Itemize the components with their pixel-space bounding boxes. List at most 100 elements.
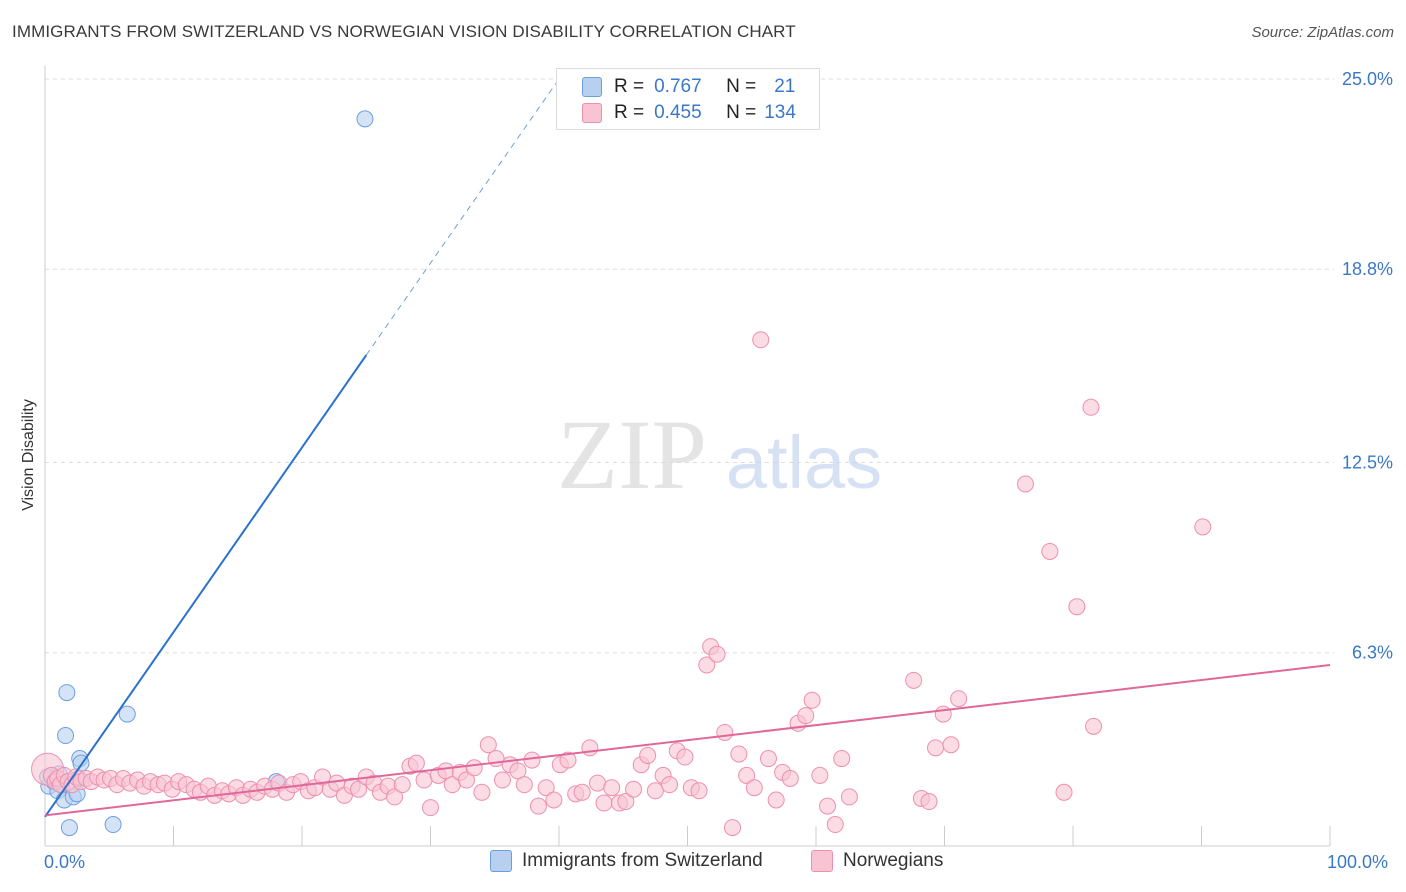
point-norwegians: [690, 782, 708, 800]
correlation-stats-box: R = 0.767 N = 21 R = 0.455 N = 134: [556, 68, 820, 130]
point-norwegians: [523, 751, 541, 769]
pink-swatch: [582, 103, 602, 123]
point-norwegians: [942, 736, 960, 754]
point-norwegians: [698, 656, 716, 674]
point-norwegians: [479, 736, 497, 754]
point-norwegians: [676, 748, 694, 766]
point-switzerland: [118, 705, 136, 723]
point-norwegians: [1082, 398, 1100, 416]
point-norwegians: [639, 746, 657, 764]
point-norwegians: [840, 788, 858, 806]
point-switzerland: [356, 110, 374, 128]
chart-legend: Immigrants from Switzerland Norwegians: [0, 850, 1406, 880]
point-norwegians: [803, 691, 821, 709]
point-norwegians: [745, 779, 763, 797]
point-norwegians: [350, 780, 368, 798]
point-switzerland: [58, 684, 76, 702]
r-label: R =: [614, 102, 645, 123]
watermark-zip: ZIP: [557, 399, 707, 510]
point-norwegians: [723, 819, 741, 837]
point-norwegians: [1016, 475, 1034, 493]
point-norwegians: [646, 782, 664, 800]
point-norwegians: [407, 754, 425, 772]
point-norwegians: [781, 770, 799, 788]
point-norwegians: [833, 750, 851, 768]
point-norwegians: [537, 779, 555, 797]
point-norwegians: [1194, 518, 1212, 536]
point-switzerland: [57, 727, 75, 745]
point-norwegians: [811, 766, 829, 784]
legend-swatch-pink: [811, 850, 833, 872]
r-label: R =: [614, 76, 645, 97]
point-norwegians: [515, 776, 533, 794]
point-norwegians: [529, 797, 547, 815]
point-norwegians: [752, 331, 770, 349]
grid-layer: [45, 78, 1334, 654]
legend-item-switzerland[interactable]: Immigrants from Switzerland: [490, 850, 763, 872]
point-norwegians: [950, 690, 968, 708]
stats-row-switzerland: R = 0.767 N = 21: [557, 74, 795, 100]
point-norwegians: [393, 776, 411, 794]
r-value: 0.455: [654, 102, 702, 123]
point-norwegians: [738, 766, 756, 784]
point-norwegians: [1041, 542, 1059, 560]
r-value: 0.767: [654, 76, 702, 97]
y-tick-label: 6.3%: [1352, 643, 1393, 663]
x-tick-label-min: 0.0%: [44, 852, 86, 872]
stats-row-norwegians: R = 0.455 N = 134: [557, 100, 796, 126]
x-tick-label-max: 100.0%: [1327, 852, 1389, 872]
axis-layer: [44, 66, 1331, 847]
point-norwegians: [625, 780, 643, 798]
legend-item-norwegians[interactable]: Norwegians: [811, 850, 943, 872]
chart-title: IMMIGRANTS FROM SWITZERLAND VS NORWEGIAN…: [12, 22, 796, 41]
point-norwegians: [661, 776, 679, 794]
point-norwegians: [465, 759, 483, 777]
n-label: N =: [726, 102, 757, 123]
legend-label: Norwegians: [843, 850, 944, 871]
point-norwegians: [386, 788, 404, 806]
point-norwegians: [509, 762, 527, 780]
trend-layer: [44, 78, 1331, 818]
point-norwegians: [415, 771, 433, 789]
source-credit: Source: ZipAtlas.com: [1251, 24, 1394, 41]
point-norwegians: [934, 705, 952, 723]
point-norwegians: [819, 797, 837, 815]
n-label: N =: [726, 76, 757, 97]
point-norwegians: [1055, 783, 1073, 801]
point-norwegians: [589, 774, 607, 792]
point-norwegians: [905, 671, 923, 689]
point-switzerland: [104, 816, 122, 834]
point-norwegians: [826, 816, 844, 834]
point-norwegians: [422, 799, 439, 817]
point-norwegians: [730, 745, 748, 763]
point-norwegians: [759, 750, 777, 768]
point-norwegians: [797, 707, 815, 725]
trend-line-switzerland: [44, 354, 368, 818]
point-norwegians: [581, 739, 599, 757]
y-tick-label: 25.0%: [1342, 69, 1393, 89]
y-tick-label: 12.5%: [1342, 453, 1393, 473]
y-tick-label: 18.8%: [1342, 259, 1393, 279]
blue-swatch: [582, 77, 602, 97]
point-norwegians: [603, 779, 621, 797]
point-norwegians: [617, 793, 635, 811]
point-norwegians: [716, 723, 734, 741]
trend-line-switzerland-extension: [365, 78, 560, 356]
point-norwegians: [1085, 717, 1103, 735]
watermark-atlas: atlas: [726, 421, 882, 504]
point-norwegians: [708, 645, 726, 663]
point-norwegians: [1068, 598, 1086, 616]
n-value: 21: [774, 76, 796, 97]
point-switzerland: [60, 819, 78, 837]
y-tick-labels: 6.3% 12.5% 18.8% 25.0%: [1342, 69, 1393, 663]
point-norwegians: [493, 771, 511, 789]
legend-label: Immigrants from Switzerland: [522, 850, 763, 871]
point-norwegians: [927, 739, 945, 757]
point-norwegians: [595, 794, 613, 812]
n-value: 134: [764, 102, 796, 123]
point-norwegians: [545, 791, 563, 809]
trend-line-norwegians: [44, 663, 1331, 817]
point-norwegians: [314, 768, 332, 786]
point-norwegians: [573, 783, 591, 801]
